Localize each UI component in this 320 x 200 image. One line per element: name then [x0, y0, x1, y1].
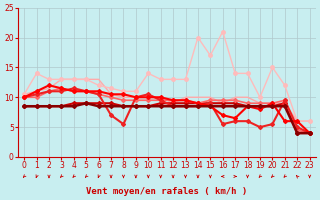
X-axis label: Vent moyen/en rafales ( km/h ): Vent moyen/en rafales ( km/h ) — [86, 187, 248, 196]
